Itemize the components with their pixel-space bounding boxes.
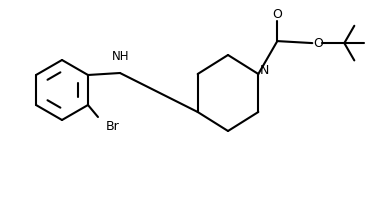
Text: NH: NH xyxy=(112,50,130,63)
Text: O: O xyxy=(272,8,282,21)
Text: Br: Br xyxy=(106,120,120,133)
Text: O: O xyxy=(314,37,323,50)
Text: N: N xyxy=(260,64,269,76)
